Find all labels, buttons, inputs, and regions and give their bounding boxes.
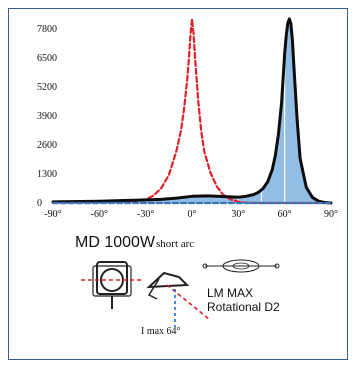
- x-tick-label: 0°: [188, 209, 197, 220]
- imax-label: I max 64°: [141, 326, 181, 337]
- x-tick-labels: -90° -60° -30° 0° 30° 60° 90°: [44, 209, 338, 220]
- x-tick-label: 90°: [324, 209, 338, 220]
- y-tick-label: 5200: [37, 82, 57, 93]
- y-tick-label: 6500: [37, 53, 57, 64]
- optic-line-2: Rotational D2: [207, 300, 280, 314]
- y-tick-labels: 0 1300 2600 3900 5200 6500 7800: [37, 24, 57, 209]
- lamp-name: MD 1000W: [75, 234, 156, 251]
- intensity-chart: 0 1300 2600 3900 5200 6500 7800 -90° -60° -30° 0°…: [37, 17, 338, 337]
- y-tick-label: 0: [37, 198, 42, 209]
- x-tick-label: -90°: [44, 209, 61, 220]
- optic-line-1: LM MAX: [207, 286, 253, 300]
- luminaire-front-icon: [81, 261, 143, 309]
- x-tick-label: 30°: [231, 209, 245, 220]
- x-tick-label: -60°: [91, 209, 108, 220]
- y-tick-label: 7800: [37, 24, 57, 35]
- series-line-red-dashed: [51, 17, 333, 205]
- y-tick-label: 1300: [37, 169, 57, 180]
- y-tick-label: 2600: [37, 140, 57, 151]
- luminaire-side-icon: [146, 271, 210, 327]
- series-area-fill: [53, 18, 331, 204]
- x-tick-label: 60°: [278, 209, 292, 220]
- arc-type: short arc: [156, 238, 194, 250]
- series-layer: [51, 17, 333, 205]
- lamp-icon: [202, 259, 280, 273]
- x-tick-label: -30°: [137, 209, 154, 220]
- series-line-solid: [51, 17, 333, 205]
- photometric-card: 0 1300 2600 3900 5200 6500 7800 -90° -60° -30° 0°…: [8, 8, 348, 360]
- y-tick-label: 3900: [37, 111, 57, 122]
